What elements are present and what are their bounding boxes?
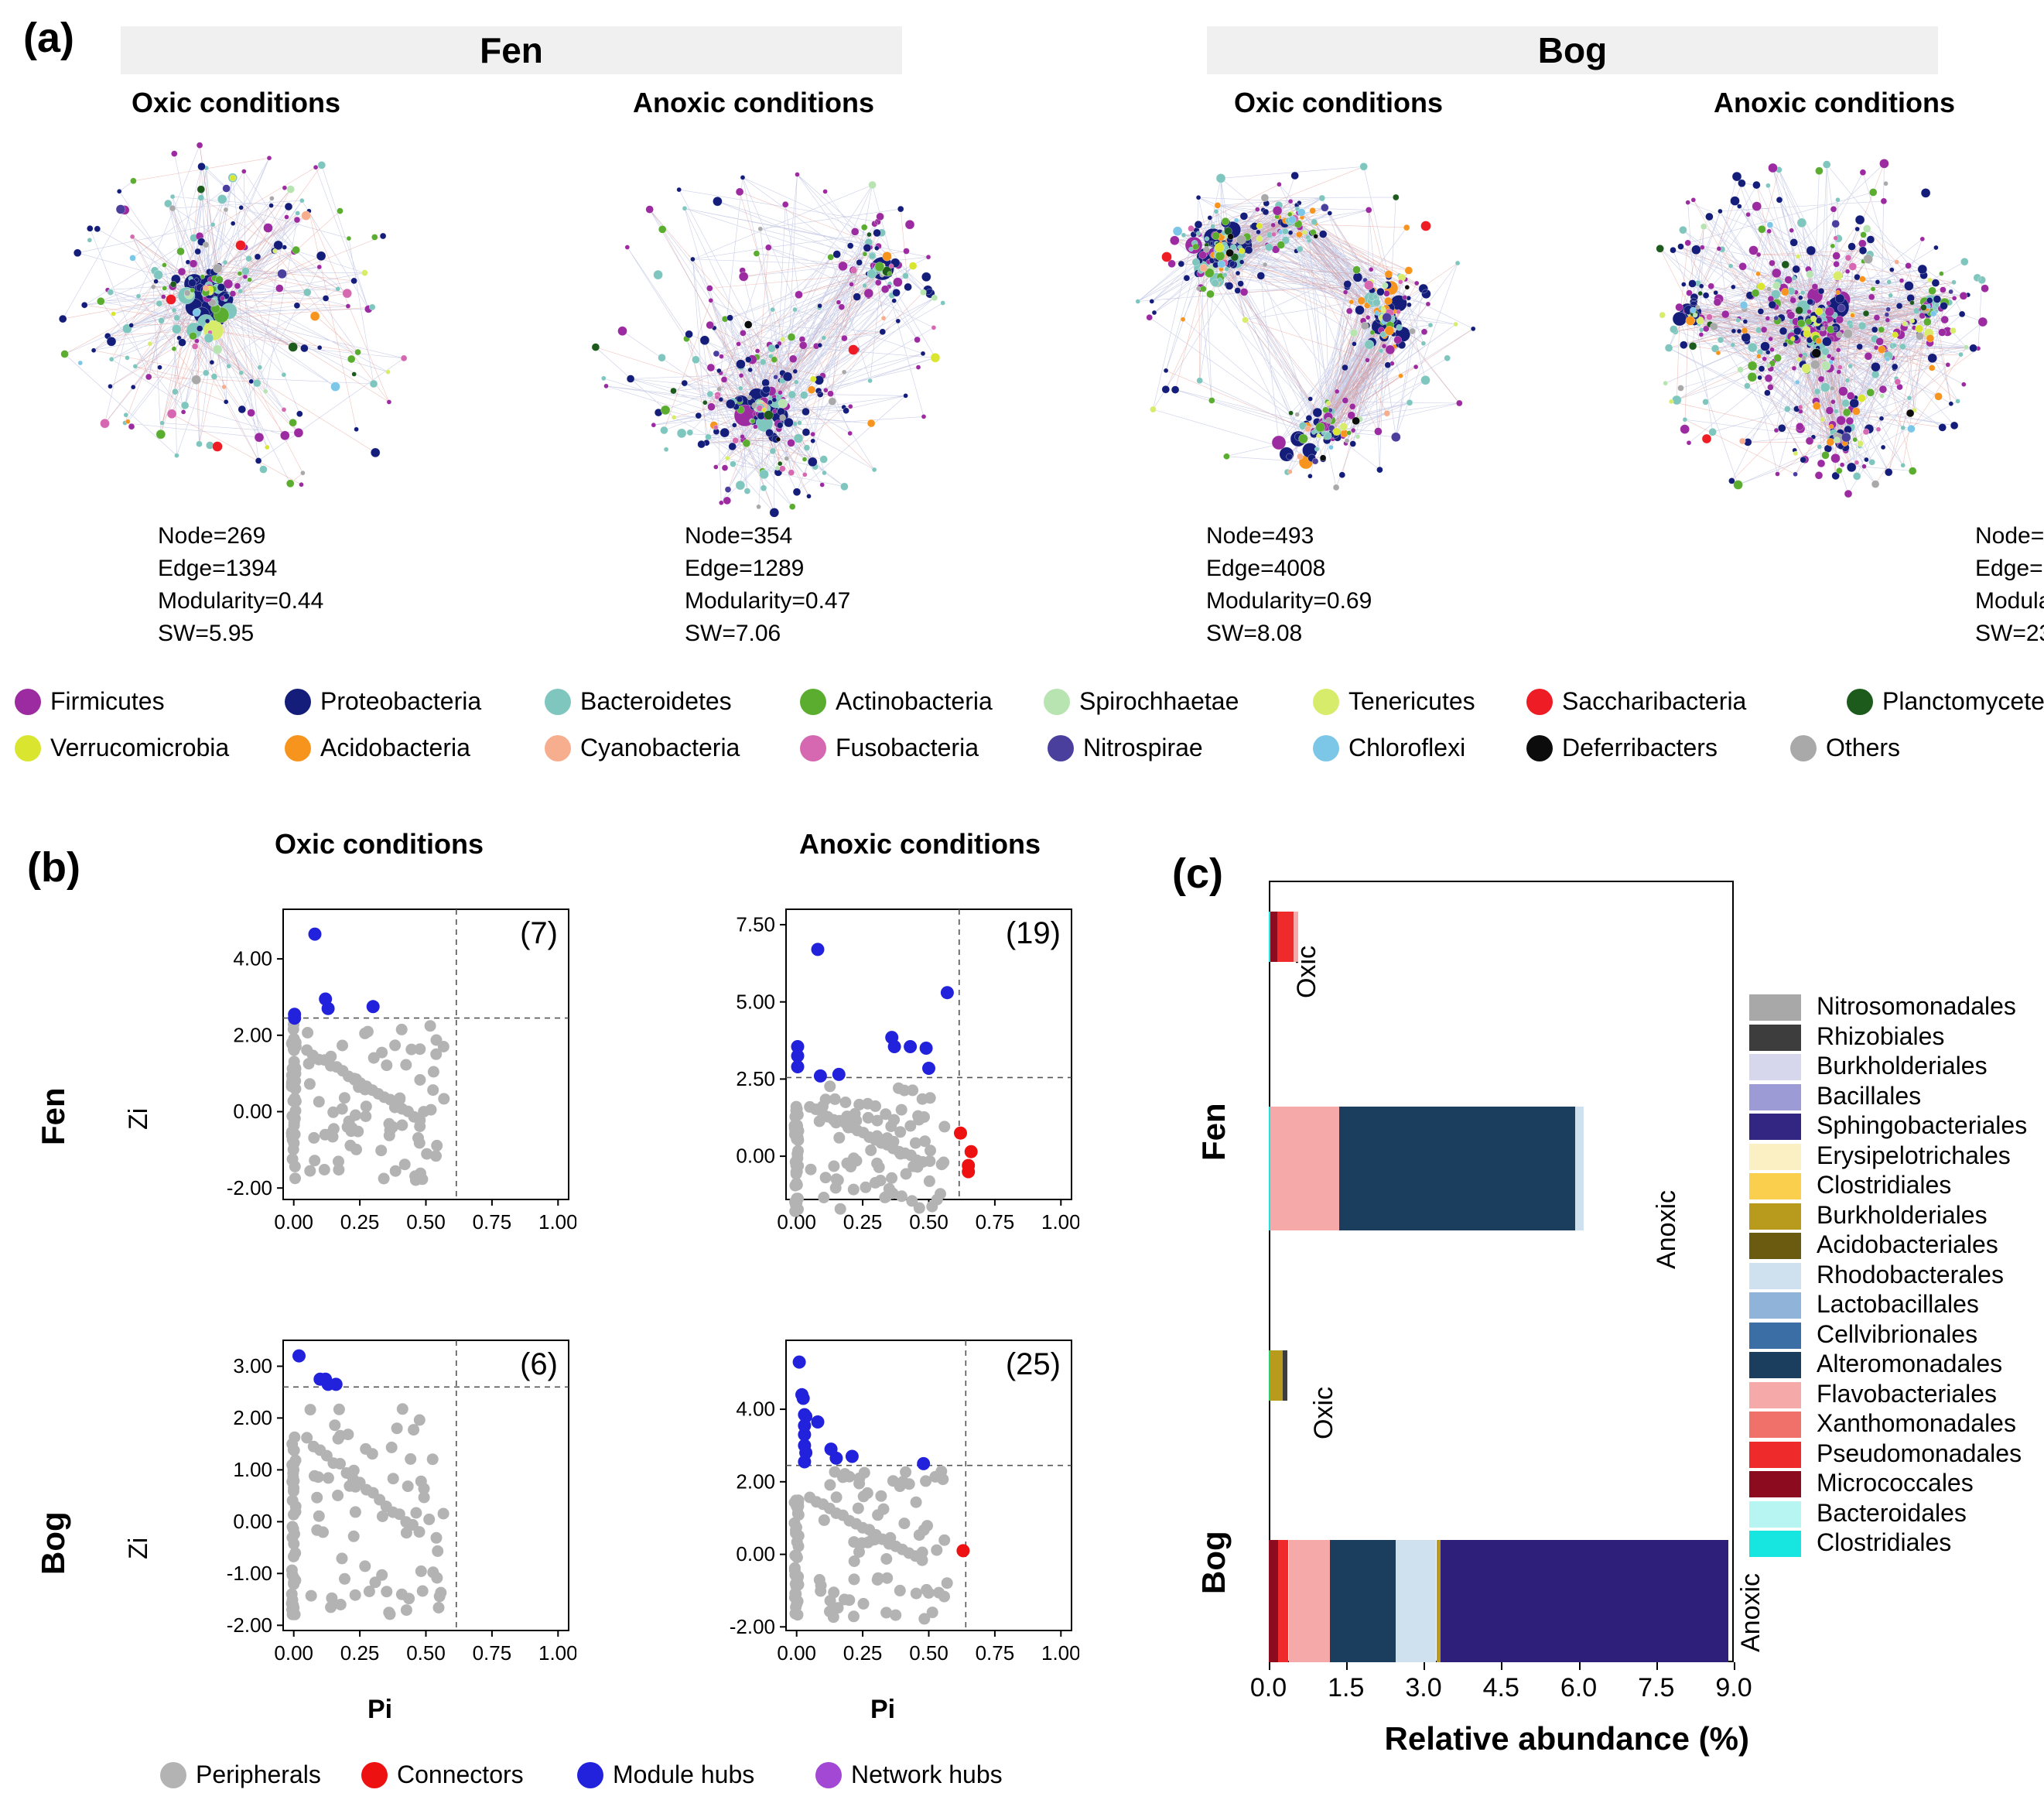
svg-text:0.00: 0.00 xyxy=(777,1641,816,1665)
svg-text:0.25: 0.25 xyxy=(340,1641,380,1665)
svg-text:0.00: 0.00 xyxy=(736,1145,775,1168)
svg-text:(25): (25) xyxy=(1006,1347,1061,1381)
svg-text:4.00: 4.00 xyxy=(736,1398,775,1421)
svg-text:1.00: 1.00 xyxy=(1041,1210,1079,1234)
svg-text:0.00: 0.00 xyxy=(233,1100,272,1123)
svg-text:1.00: 1.00 xyxy=(538,1641,576,1665)
svg-text:3.00: 3.00 xyxy=(233,1354,272,1377)
svg-text:0.50: 0.50 xyxy=(909,1641,949,1665)
svg-text:0.00: 0.00 xyxy=(274,1210,313,1234)
svg-text:-2.00: -2.00 xyxy=(227,1613,272,1637)
svg-text:1.00: 1.00 xyxy=(1041,1641,1079,1665)
svg-text:0.75: 0.75 xyxy=(976,1210,1015,1234)
svg-text:0.75: 0.75 xyxy=(976,1641,1015,1665)
svg-text:-1.00: -1.00 xyxy=(227,1562,272,1585)
svg-text:2.00: 2.00 xyxy=(233,1406,272,1429)
svg-text:0.00: 0.00 xyxy=(736,1542,775,1565)
svg-text:(19): (19) xyxy=(1006,916,1061,950)
svg-text:5.00: 5.00 xyxy=(736,990,775,1013)
svg-text:4.00: 4.00 xyxy=(233,947,272,970)
svg-text:0.75: 0.75 xyxy=(473,1210,512,1234)
svg-text:2.00: 2.00 xyxy=(233,1023,272,1046)
svg-text:1.00: 1.00 xyxy=(538,1210,576,1234)
svg-text:1.00: 1.00 xyxy=(233,1458,272,1481)
svg-text:(7): (7) xyxy=(520,916,558,950)
svg-text:2.00: 2.00 xyxy=(736,1470,775,1493)
svg-text:-2.00: -2.00 xyxy=(730,1615,775,1638)
svg-text:-2.00: -2.00 xyxy=(227,1176,272,1199)
svg-text:0.25: 0.25 xyxy=(843,1210,883,1234)
svg-text:0.25: 0.25 xyxy=(843,1641,883,1665)
svg-text:(6): (6) xyxy=(520,1347,558,1381)
svg-text:0.50: 0.50 xyxy=(909,1210,949,1234)
svg-text:0.50: 0.50 xyxy=(406,1641,446,1665)
svg-text:7.50: 7.50 xyxy=(736,913,775,936)
svg-text:0.00: 0.00 xyxy=(274,1641,313,1665)
svg-text:2.50: 2.50 xyxy=(736,1067,775,1090)
svg-text:0.00: 0.00 xyxy=(233,1510,272,1533)
svg-text:0.75: 0.75 xyxy=(473,1641,512,1665)
svg-text:0.25: 0.25 xyxy=(340,1210,380,1234)
svg-text:0.50: 0.50 xyxy=(406,1210,446,1234)
